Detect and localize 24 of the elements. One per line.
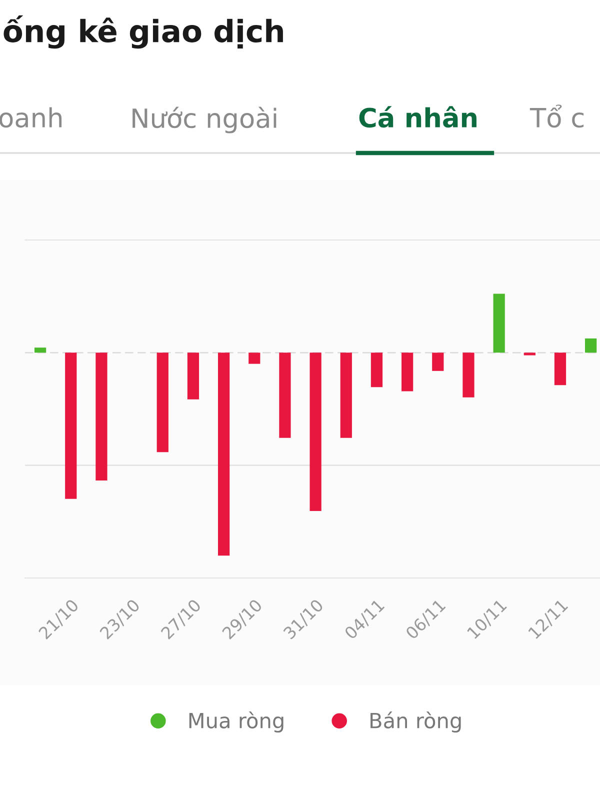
text: Tổ c [530,104,584,128]
bar [554,352,566,386]
legend-label: Bán ròng [370,712,461,732]
bar [432,352,444,371]
bar [218,352,230,556]
bar [585,338,597,353]
bar [524,352,536,356]
bar [156,352,168,452]
bar [279,352,291,438]
bar [493,294,505,353]
bar [462,352,474,398]
bar [34,348,46,353]
bar [370,352,383,388]
bar [248,352,260,364]
bar [65,352,77,499]
text: Cá nhân [359,106,476,128]
text: Nước ngoài [132,106,276,134]
chart-title: ống kê giao dịch [4,15,283,49]
bar [96,352,108,481]
bar [310,352,322,512]
bar [340,352,352,438]
legend-label: Mua ròng [189,712,284,732]
bar [402,352,414,392]
bar [187,352,200,400]
